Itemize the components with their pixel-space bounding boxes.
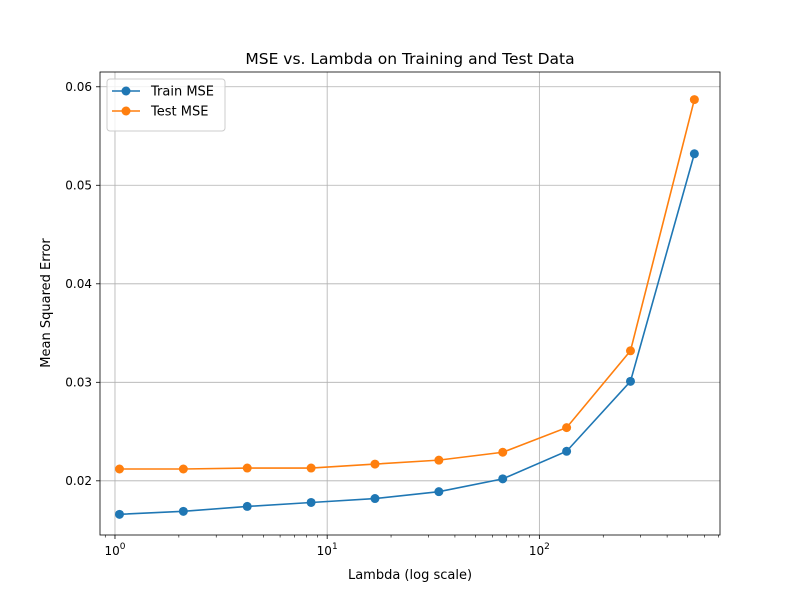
y-tick-label: 0.06 [65, 80, 92, 94]
data-point-2 [242, 463, 252, 473]
data-point-1 [370, 494, 380, 504]
data-point-1 [114, 509, 124, 519]
data-point-2 [689, 95, 699, 105]
data-point-1 [242, 501, 252, 511]
data-point-1 [498, 474, 508, 484]
x-tick-label: 102 [529, 542, 550, 558]
x-axis-label: Lambda (log scale) [348, 568, 472, 583]
axes-frame [99, 71, 721, 536]
legend-marker-1 [121, 86, 131, 96]
x-tick-label: 101 [317, 542, 338, 558]
data-point-2 [434, 455, 444, 465]
y-tick-label: 0.04 [65, 277, 92, 291]
data-point-2 [114, 464, 124, 474]
series-line-2 [119, 99, 696, 470]
y-tick-label: 0.03 [65, 375, 92, 389]
series-line-1 [119, 153, 696, 516]
x-tick-label: 100 [104, 542, 125, 558]
y-tick-label: 0.05 [65, 178, 92, 192]
data-point-1 [625, 376, 635, 386]
legend-label-1: Train MSE [150, 85, 214, 100]
chart-title: MSE vs. Lambda on Training and Test Data [245, 50, 574, 68]
legend-box [106, 78, 226, 132]
data-point-1 [562, 446, 572, 456]
data-point-1 [306, 497, 316, 507]
data-point-2 [625, 346, 635, 356]
data-point-1 [689, 149, 699, 159]
data-point-2 [178, 464, 188, 474]
data-point-1 [434, 487, 444, 497]
y-tick-label: 0.02 [65, 474, 92, 488]
data-point-2 [562, 423, 572, 433]
plot-area: 100 101 102 0.02 0.03 0.04 0.05 0.06 Train MSE Te… [65, 71, 721, 558]
data-point-1 [178, 506, 188, 516]
data-point-2 [370, 459, 380, 469]
data-point-2 [306, 463, 316, 473]
legend-label-2: Test MSE [150, 105, 208, 120]
data-point-2 [498, 447, 508, 457]
y-axis-label: Mean Squared Error [39, 238, 54, 368]
legend-marker-2 [121, 106, 131, 116]
